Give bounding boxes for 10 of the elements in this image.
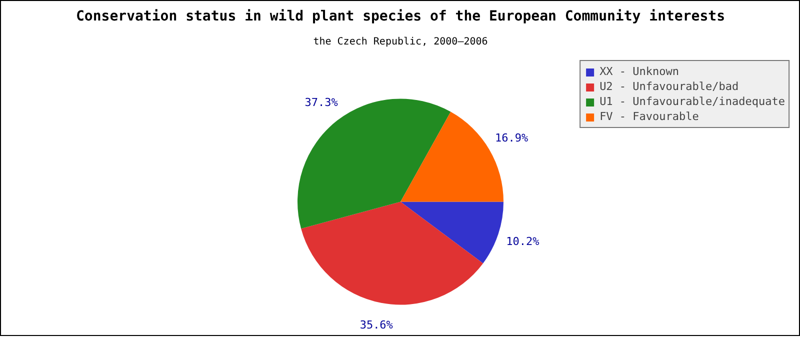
legend-label: U2 - Unfavourable/bad xyxy=(600,80,739,93)
legend-label: XX - Unknown xyxy=(600,65,680,78)
legend-label: FV - Favourable xyxy=(600,110,699,123)
legend-label: U1 - Unfavourable/inadequate xyxy=(600,95,785,108)
data-label: 10.2% xyxy=(506,234,540,248)
data-label: 16.9% xyxy=(494,132,528,145)
data-label: 35.6% xyxy=(360,318,394,332)
chart-title: Conservation status in wild plant species of the European Community interests xyxy=(76,8,726,24)
data-label: 37.3% xyxy=(304,96,338,110)
chart-subtitle: the Czech Republic, 2000–2006 xyxy=(313,36,488,48)
